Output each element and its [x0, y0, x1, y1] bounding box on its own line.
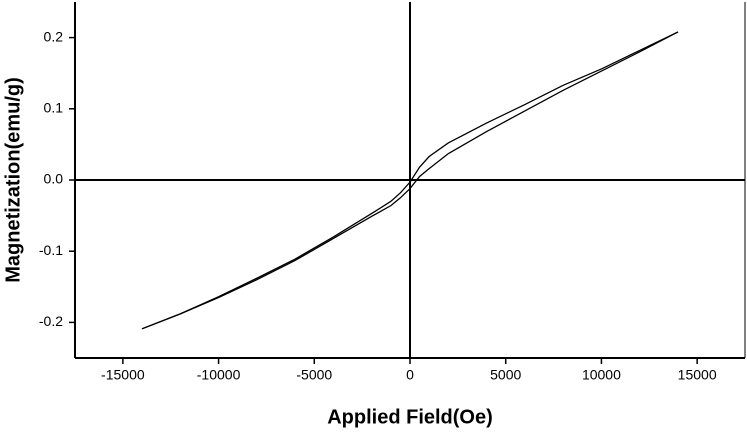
- x-tick-label: 15000: [678, 367, 717, 383]
- x-tick-label: -10000: [197, 367, 241, 383]
- y-tick-label: -0.1: [39, 242, 63, 258]
- y-tick-label: 0.2: [44, 28, 64, 44]
- y-tick-label: 0.0: [44, 171, 64, 187]
- y-tick-label: -0.2: [39, 313, 63, 329]
- magnetization-curve: [141, 31, 679, 330]
- x-tick-label: 10000: [582, 367, 621, 383]
- magnetization-curve: [141, 31, 679, 330]
- x-axis-title: Applied Field(Oe): [327, 406, 493, 428]
- y-tick-label: 0.1: [44, 100, 64, 116]
- x-tick-label: -15000: [101, 367, 145, 383]
- x-tick-label: 5000: [490, 367, 521, 383]
- y-axis-title: Magnetization(emu/g): [2, 77, 24, 283]
- x-tick-label: 0: [406, 367, 414, 383]
- x-tick-label: -5000: [296, 367, 332, 383]
